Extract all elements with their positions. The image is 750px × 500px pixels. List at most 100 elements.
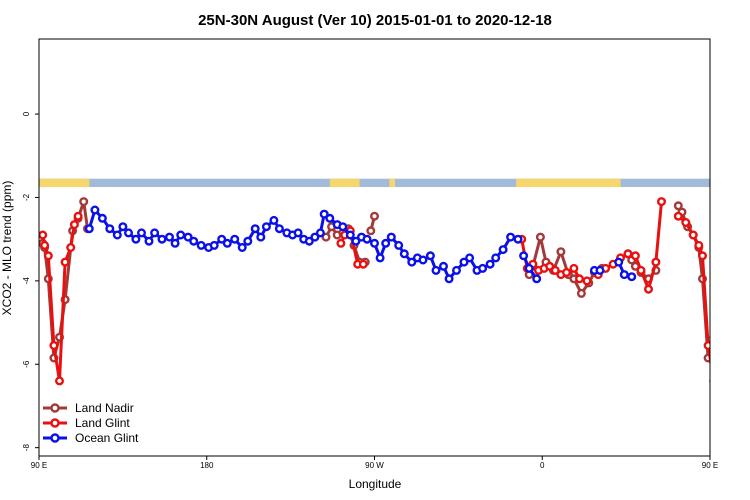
data-point <box>703 341 710 350</box>
data-point <box>722 244 729 251</box>
data-point <box>321 232 331 242</box>
data-point <box>619 270 629 280</box>
y-axis: 0 -2 -4 -6 -8 <box>22 111 39 451</box>
data-point <box>243 236 253 246</box>
data-point <box>535 232 545 242</box>
data-point <box>727 215 734 222</box>
legend-marker <box>50 418 60 428</box>
data-point <box>170 238 180 248</box>
data-point <box>293 228 303 238</box>
x-tick-label: 90 E <box>31 461 47 470</box>
land-band <box>389 178 396 188</box>
data-point <box>55 376 65 386</box>
chart-title: 25N-30N August (Ver 10) 2015-01-01 to 20… <box>198 12 552 29</box>
data-point <box>738 209 745 216</box>
data-point <box>738 225 745 232</box>
data-point <box>651 257 661 267</box>
data-point <box>230 234 240 244</box>
data-point <box>196 240 206 250</box>
data-point <box>358 259 368 269</box>
land-band <box>329 178 360 188</box>
data-point <box>183 232 193 242</box>
data-point <box>269 215 279 225</box>
data-point <box>250 224 260 234</box>
data-point <box>261 222 271 232</box>
data-point <box>431 265 441 275</box>
data-point <box>630 251 640 261</box>
data-point <box>97 213 107 223</box>
data-point <box>513 234 523 244</box>
legend-label: Land Glint <box>75 416 130 430</box>
data-point <box>562 268 572 278</box>
data-point <box>237 242 247 252</box>
data-point <box>694 240 704 250</box>
data-point <box>744 203 750 210</box>
data-point <box>217 234 227 244</box>
data-point <box>657 197 667 207</box>
data-point <box>370 238 380 248</box>
data-point <box>43 251 53 261</box>
legend-marker <box>50 403 60 413</box>
data-point <box>73 211 83 221</box>
data-point <box>698 251 708 261</box>
data-point <box>636 265 646 275</box>
land-ocean-strip <box>39 178 710 188</box>
y-tick-label: -2 <box>22 193 31 201</box>
data-point <box>131 234 141 244</box>
data-point <box>465 253 475 263</box>
data-point <box>425 251 435 261</box>
data-point <box>614 257 624 267</box>
data-point <box>418 255 428 265</box>
legend-item: Ocean Glint <box>43 431 139 445</box>
series-ocean-glint <box>84 205 745 284</box>
data-point <box>362 234 372 244</box>
data-point <box>727 221 734 228</box>
data-point <box>79 197 89 207</box>
data-point <box>338 222 348 232</box>
x-axis: 90 E 180 90 W 0 90 E <box>31 456 718 470</box>
data-point <box>209 240 219 250</box>
land-band <box>516 178 621 188</box>
data-point <box>118 222 128 232</box>
data-point <box>519 251 529 261</box>
data-point <box>478 263 488 273</box>
x-tick-label: 180 <box>200 461 214 470</box>
legend-item: Land Nadir <box>43 401 134 415</box>
data-point <box>310 232 320 242</box>
data-point <box>439 261 449 271</box>
data-point <box>351 236 361 246</box>
data-point <box>381 238 391 248</box>
data-point <box>485 259 495 269</box>
data-point <box>366 226 376 236</box>
data-point <box>112 230 122 240</box>
data-point <box>595 265 605 275</box>
data-point <box>491 253 501 263</box>
data-point <box>575 274 585 284</box>
data-point <box>576 288 586 298</box>
legend-label: Land Nadir <box>75 401 134 415</box>
legend-item: Land Glint <box>43 416 130 430</box>
data-point <box>325 213 335 223</box>
data-point <box>582 276 592 286</box>
data-point <box>176 230 186 240</box>
data-point <box>60 257 70 267</box>
ocean-band <box>39 178 710 188</box>
data-point <box>150 228 160 238</box>
data-point <box>737 225 744 232</box>
data-point <box>407 257 417 267</box>
data-point <box>709 378 710 384</box>
y-axis-title: XCO2 - MLO trend (ppm) <box>0 181 14 316</box>
data-point <box>556 247 566 257</box>
data-point <box>375 253 385 263</box>
data-point <box>627 272 637 282</box>
y-tick-label: 0 <box>22 111 31 116</box>
data-point <box>524 263 534 273</box>
data-point <box>345 230 355 240</box>
y-tick-label: -8 <box>22 444 31 452</box>
x-tick-label: 90 E <box>702 461 718 470</box>
data-point <box>222 238 232 248</box>
data-point <box>315 228 325 238</box>
data-point <box>742 230 749 237</box>
data-point <box>681 217 691 227</box>
